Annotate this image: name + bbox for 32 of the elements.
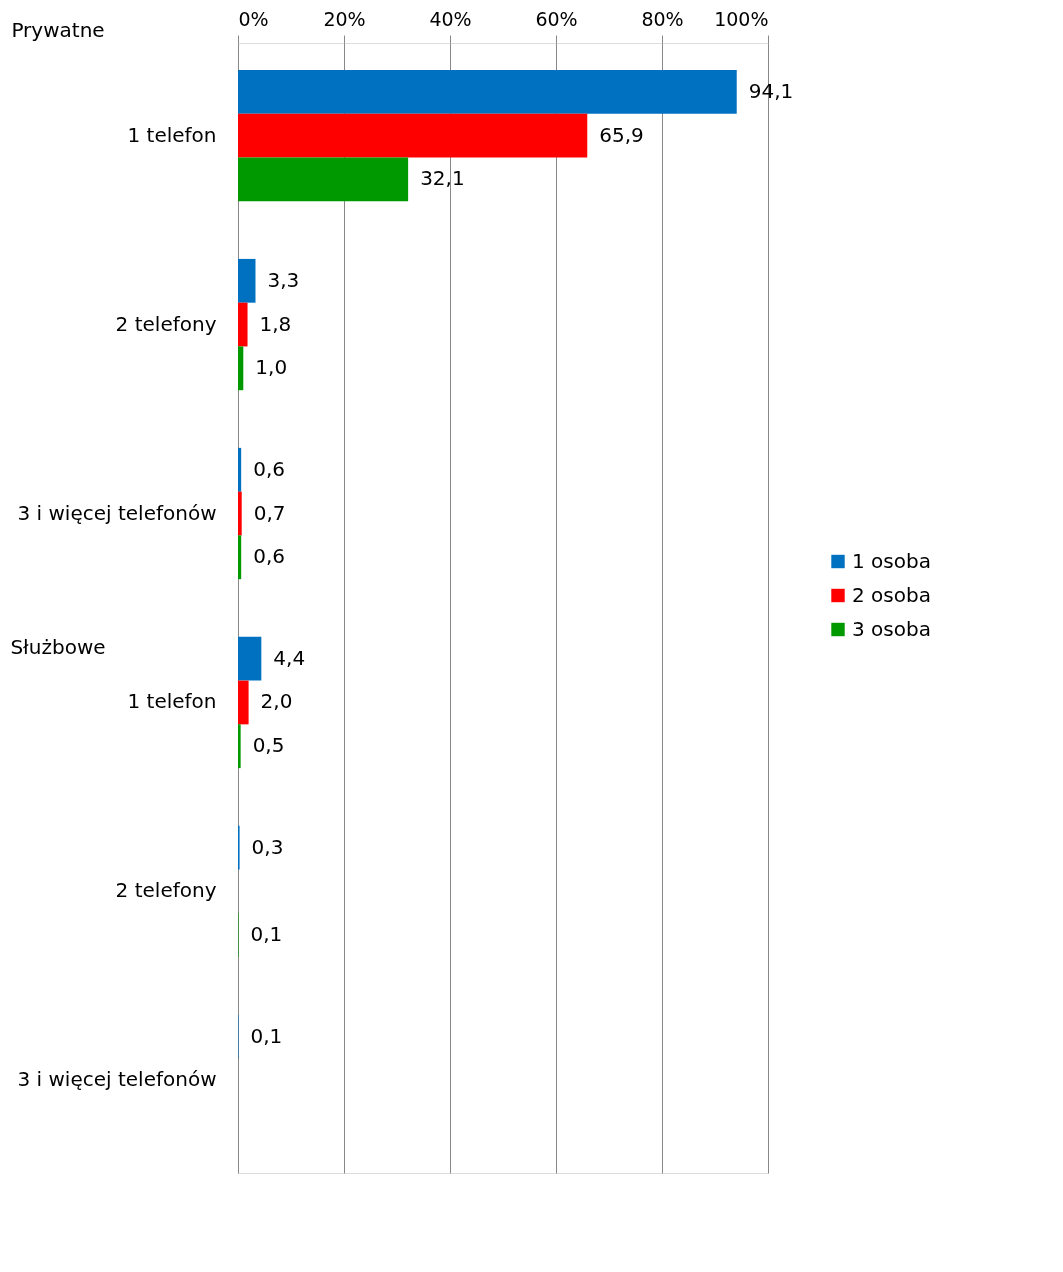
data-label: 1,8 (259, 311, 292, 336)
data-label: 32,1 (420, 166, 465, 191)
data-label: 0,6 (253, 544, 285, 569)
data-label: 0,7 (253, 500, 286, 525)
x-tick-label: 20% (323, 7, 366, 30)
data-label: 0,5 (252, 733, 285, 758)
text: Służbowe (10, 635, 106, 659)
text: Prywatne (11, 18, 105, 42)
legend-label: 2 osoba (852, 582, 931, 607)
data-label: 4,4 (273, 645, 306, 670)
x-tick-label: 40% (429, 7, 472, 30)
legend-label: 1 osoba (852, 548, 931, 573)
data-label: 0,1 (250, 922, 283, 947)
y-tick-label: 2 telefony (115, 878, 217, 903)
data-label: 0,1 (250, 1023, 283, 1048)
x-tick-label: 100% (714, 7, 769, 30)
y-tick-label: 3 i więcej telefonów (17, 1067, 217, 1092)
x-tick-label: 0% (238, 7, 269, 30)
data-label: 0,3 (251, 834, 284, 859)
data-label: 2,0 (260, 689, 293, 714)
legend-label: 3 osoba (852, 616, 931, 641)
y-tick-label: 1 telefon (127, 122, 217, 147)
y-tick-label: 1 telefon (127, 689, 217, 714)
data-label: 1,0 (255, 355, 288, 380)
data-label: 94,1 (748, 78, 794, 103)
y-tick-label: 3 i więcej telefonów (17, 500, 217, 525)
x-tick-label: 80% (641, 7, 684, 30)
x-tick-label: 60% (535, 7, 578, 30)
data-label: 0,6 (253, 456, 285, 481)
data-label: 3,3 (267, 267, 300, 292)
y-tick-label: 2 telefony (115, 311, 217, 336)
data-label: 65,9 (599, 122, 644, 147)
